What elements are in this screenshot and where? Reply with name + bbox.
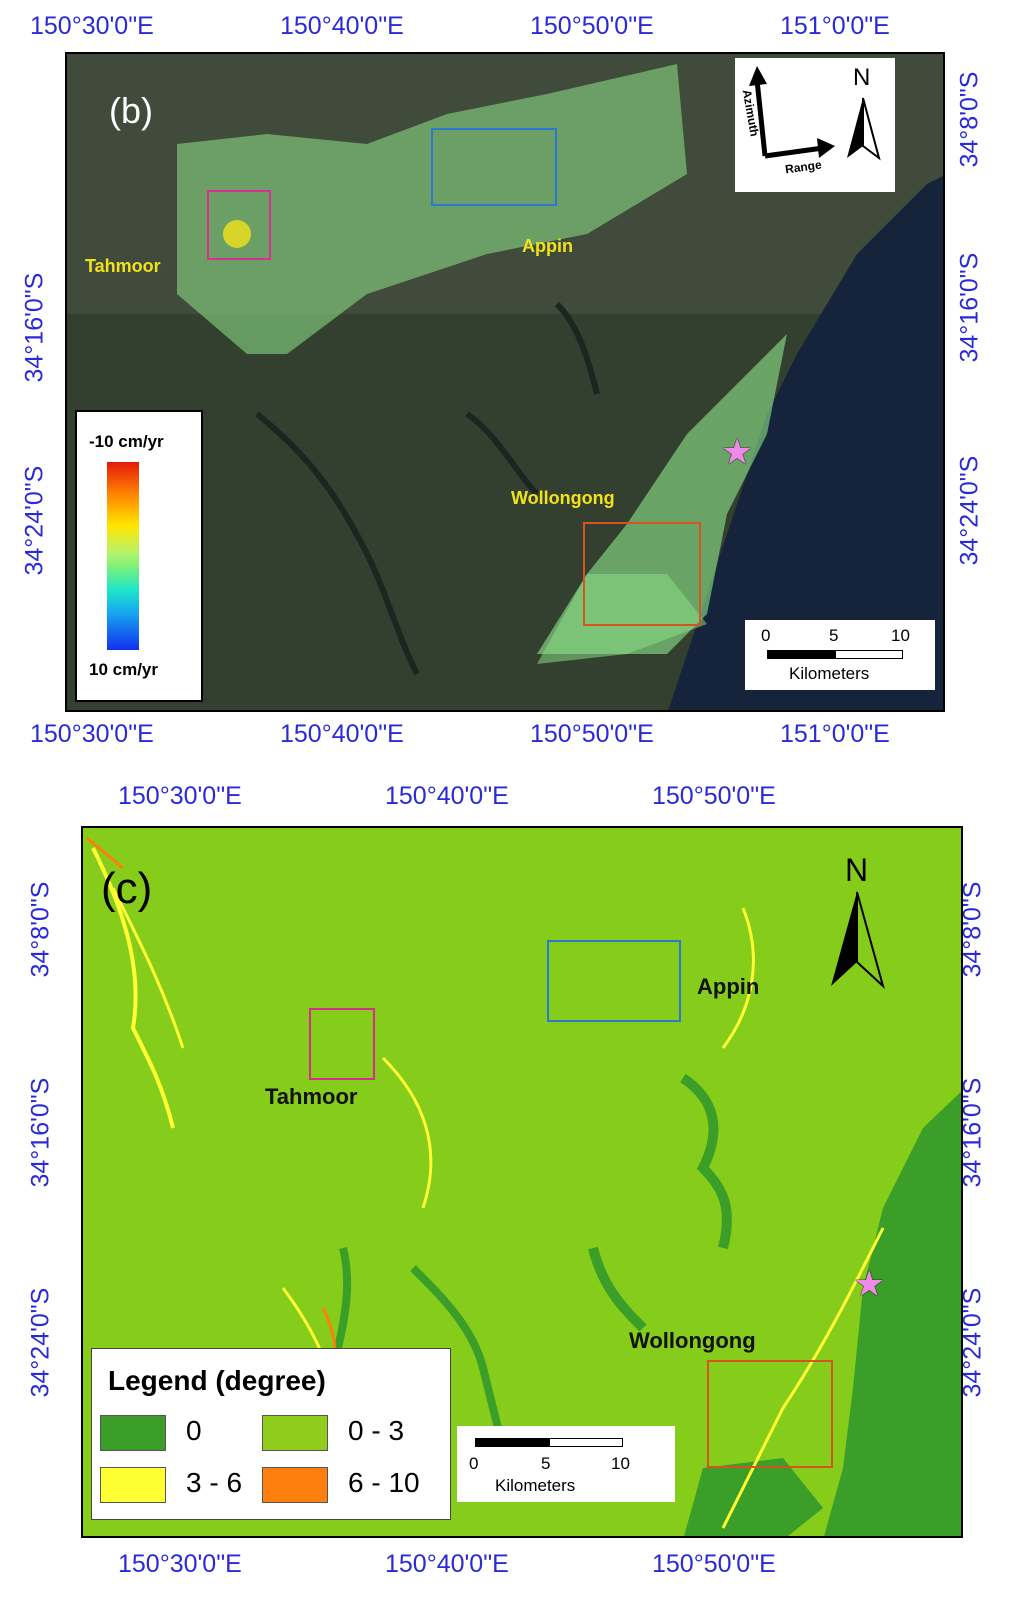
b-top-lon-4: 151°0'0"E: [780, 12, 890, 40]
scale-unit: Kilometers: [789, 664, 870, 683]
scale-seg-white-c: [549, 1438, 623, 1447]
legend-top-value: -10 cm/yr: [89, 432, 164, 451]
b-top-lon-1: 150°30'0"E: [30, 12, 154, 40]
scale-unit-c: Kilometers: [495, 1476, 576, 1495]
b-bottom-lon-3: 150°50'0"E: [530, 720, 654, 748]
scale-seg-black-c: [475, 1438, 549, 1447]
b-right-lat-2: 34°16'0"S: [955, 252, 984, 363]
legend-label-0: 0: [186, 1415, 202, 1446]
appin-box-b: [431, 128, 557, 206]
b-bottom-lon-4: 151°0'0"E: [780, 720, 890, 748]
station-star-c: ★: [853, 1263, 886, 1304]
b-top-lon-3: 150°50'0"E: [530, 12, 654, 40]
scale-tick-10-c: 10: [611, 1454, 630, 1473]
slope-legend: Legend (degree) 0 0 - 3 3 - 6 6 - 10: [91, 1348, 451, 1520]
legend-bottom-value: 10 cm/yr: [89, 660, 158, 679]
appin-box-c: [547, 940, 681, 1022]
c-right-lat-3: 34°24'0"S: [958, 1287, 987, 1398]
c-top-lon-2: 150°40'0"E: [385, 782, 509, 810]
wollongong-box-c: [707, 1360, 833, 1468]
slope-map-panel-c: (c) Tahmoor Appin Wollongong ★ N 0 5 10 …: [81, 826, 963, 1538]
scale-seg-white: [835, 650, 903, 659]
wollongong-box-b: [583, 522, 701, 626]
north-label-c: N: [845, 852, 869, 888]
tahmoor-box-c: [309, 1008, 375, 1080]
wollongong-label-b: Wollongong: [511, 488, 615, 508]
north-arrow-c: N: [823, 852, 893, 992]
velocity-legend: -10 cm/yr 10 cm/yr: [75, 410, 203, 702]
c-right-lat-2: 34°16'0"S: [958, 1077, 987, 1188]
scale-tick-0-c: 0: [469, 1454, 479, 1473]
scale-tick-5-c: 5: [541, 1454, 551, 1473]
tahmoor-label-b: Tahmoor: [85, 256, 161, 276]
c-bottom-lon-2: 150°40'0"E: [385, 1550, 509, 1578]
scale-bar-c: 0 5 10 Kilometers: [457, 1426, 675, 1502]
north-arrow-icon: [831, 891, 885, 990]
b-top-lon-2: 150°40'0"E: [280, 12, 404, 40]
c-top-lon-3: 150°50'0"E: [652, 782, 776, 810]
legend-label-6-10: 6 - 10: [348, 1467, 420, 1498]
c-bottom-lon-1: 150°30'0"E: [118, 1550, 242, 1578]
azimuth-range-arrows-icon: [749, 66, 881, 161]
tahmoor-box-b: [207, 190, 271, 260]
legend-label-0-3: 0 - 3: [348, 1415, 405, 1446]
legend-swatch-0-3: [262, 1415, 328, 1451]
legend-swatch-6-10: [262, 1467, 328, 1503]
slope-legend-title: Legend (degree): [108, 1365, 326, 1396]
c-bottom-lon-3: 150°50'0"E: [652, 1550, 776, 1578]
scale-seg-black: [767, 650, 835, 659]
scale-tick-10: 10: [891, 626, 910, 645]
b-bottom-lon-2: 150°40'0"E: [280, 720, 404, 748]
north-label-b: N: [853, 64, 871, 91]
orientation-box: Azimuth Range N: [735, 58, 895, 192]
b-left-lat-1: 34°16'0"S: [20, 272, 49, 383]
c-right-lat-1: 34°8'0"S: [958, 881, 987, 978]
c-left-lat-2: 34°16'0"S: [26, 1077, 55, 1188]
b-right-lat-1: 34°8'0"S: [955, 71, 984, 168]
legend-swatch-0: [100, 1415, 166, 1451]
c-top-lon-1: 150°30'0"E: [118, 782, 242, 810]
appin-label-c: Appin: [697, 974, 760, 999]
tahmoor-label-c: Tahmoor: [265, 1084, 358, 1109]
legend-label-3-6: 3 - 6: [186, 1467, 243, 1498]
b-right-lat-3: 34°24'0"S: [955, 455, 984, 566]
velocity-map-panel-b: (b) Tahmoor Appin Wollongong ★ -10 cm/yr…: [65, 52, 945, 712]
panel-c-label: (c): [101, 864, 153, 913]
velocity-colorbar: [107, 462, 139, 650]
station-star-b: ★: [721, 431, 754, 472]
scale-tick-5: 5: [829, 626, 839, 645]
scale-bar-b: 0 5 10 Kilometers: [745, 620, 935, 690]
legend-swatch-3-6: [100, 1467, 166, 1503]
scale-tick-0: 0: [761, 626, 771, 645]
wollongong-label-c: Wollongong: [629, 1328, 756, 1353]
appin-label-b: Appin: [522, 236, 573, 256]
c-left-lat-3: 34°24'0"S: [26, 1287, 55, 1398]
b-left-lat-2: 34°24'0"S: [20, 465, 49, 576]
c-left-lat-1: 34°8'0"S: [26, 881, 55, 978]
b-bottom-lon-1: 150°30'0"E: [30, 720, 154, 748]
panel-b-label: (b): [109, 90, 153, 131]
